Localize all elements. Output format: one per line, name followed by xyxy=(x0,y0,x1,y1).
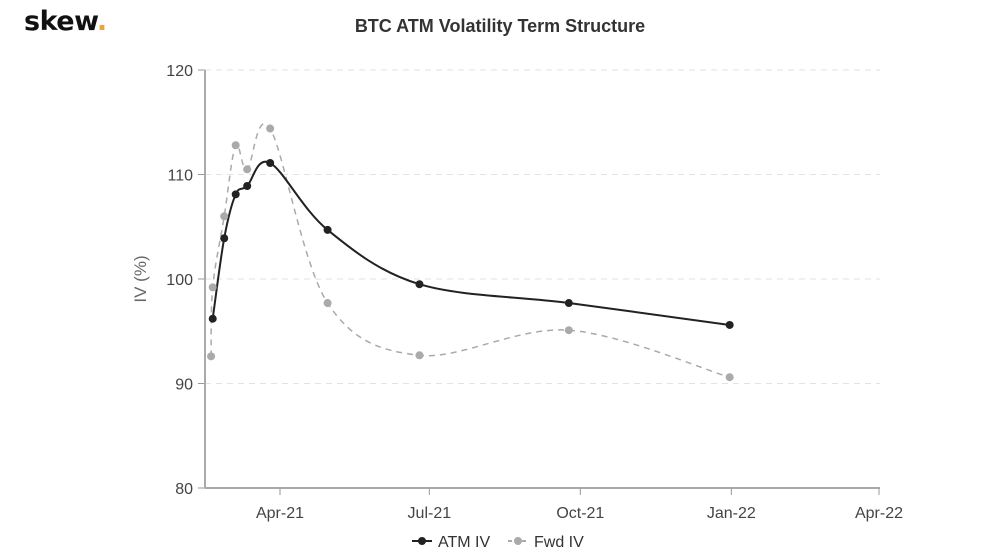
data-point-fwd-iv xyxy=(725,373,734,382)
data-point-fwd-iv xyxy=(564,326,573,335)
data-point-fwd-iv xyxy=(243,165,252,174)
series-line-atm-iv xyxy=(211,160,730,326)
data-point-atm-iv xyxy=(243,181,252,190)
data-point-atm-iv xyxy=(208,314,217,323)
data-point-fwd-iv xyxy=(208,283,217,292)
y-tick-label: 120 xyxy=(166,63,193,80)
data-point-atm-iv xyxy=(564,299,573,308)
y-axis-label: IV (%) xyxy=(131,255,150,302)
x-tick-label: Jul-21 xyxy=(408,505,452,522)
legend-marker xyxy=(418,537,426,545)
chart-title: BTC ATM Volatility Term Structure xyxy=(355,16,645,36)
data-point-atm-iv xyxy=(725,320,734,329)
data-point-atm-iv xyxy=(266,159,275,168)
series-line-fwd-iv xyxy=(210,123,730,378)
legend-label: Fwd IV xyxy=(534,534,584,551)
legend-label: ATM IV xyxy=(438,534,490,551)
data-point-atm-iv xyxy=(231,190,240,199)
data-point-atm-iv xyxy=(220,234,229,243)
data-point-fwd-iv xyxy=(266,124,275,133)
data-point-fwd-iv xyxy=(231,141,240,150)
legend-marker xyxy=(514,537,522,545)
data-point-atm-iv xyxy=(415,280,424,289)
data-point-fwd-iv xyxy=(207,352,216,361)
x-tick-label: Oct-21 xyxy=(556,505,604,522)
y-tick-label: 80 xyxy=(175,481,193,498)
data-point-fwd-iv xyxy=(220,212,229,221)
x-tick-label: Jan-22 xyxy=(707,505,756,522)
y-tick-label: 110 xyxy=(167,168,193,185)
data-point-fwd-iv xyxy=(323,299,332,308)
skew-logo: skew. xyxy=(24,6,107,37)
x-tick-label: Apr-21 xyxy=(256,505,304,522)
data-point-atm-iv xyxy=(323,225,332,234)
y-tick-label: 100 xyxy=(166,272,193,289)
y-tick-label: 90 xyxy=(175,377,193,394)
x-tick-label: Apr-22 xyxy=(855,505,903,522)
data-point-fwd-iv xyxy=(415,351,424,360)
